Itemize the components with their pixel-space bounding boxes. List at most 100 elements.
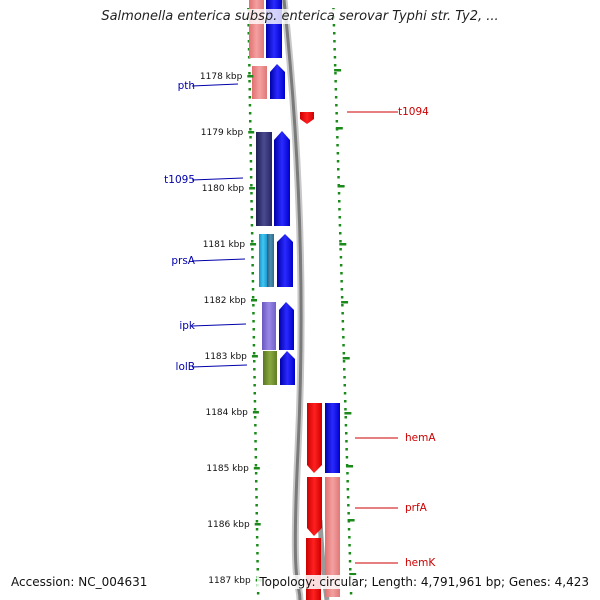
ruler-tick-label: 1185 kbp (206, 464, 249, 474)
ruler-dot (346, 480, 349, 483)
reverse-gene-block[interactable] (306, 538, 321, 600)
gene-marker-t1094[interactable] (300, 112, 314, 124)
genome-summary: Topology: circular; Length: 4,791,961 bp… (257, 575, 591, 589)
gene-block-pth[interactable] (252, 66, 267, 99)
svg-text:pth: pth (178, 80, 195, 92)
gene-block-prsA-b[interactable] (267, 234, 274, 287)
ruler-dot (252, 328, 255, 331)
ruler-dot (348, 544, 351, 547)
ruler-dot (252, 352, 256, 355)
right-gene-label[interactable]: t1094 (347, 106, 429, 118)
ruler-dot (334, 96, 338, 99)
ruler-dot (248, 88, 251, 91)
svg-text:prsA: prsA (171, 255, 195, 267)
ruler-tick-label: 1187 kbp (208, 576, 251, 586)
svg-text:t1095: t1095 (164, 174, 195, 186)
forward-gene-arrow[interactable] (280, 351, 295, 385)
ruler-dot (253, 360, 256, 363)
ruler-dot (250, 216, 254, 219)
ruler-dot (247, 40, 251, 43)
forward-gene-arrow[interactable] (325, 403, 340, 473)
ruler-dot (252, 312, 255, 315)
right-gene-label[interactable]: hemA (355, 432, 436, 444)
ruler-dot (334, 80, 337, 83)
ruler-dot (255, 520, 259, 523)
ruler-dot (342, 352, 346, 355)
right-gene-label[interactable]: hemK (355, 557, 436, 569)
ruler-dot (341, 312, 344, 315)
ruler-dot (250, 208, 253, 211)
right-gene-labels: t1094 hemA prfA hemK (347, 106, 436, 569)
ruler-dot (249, 168, 253, 171)
ruler-dot (248, 64, 251, 67)
ruler-dot (340, 272, 343, 275)
ruler-dot (343, 376, 346, 379)
ruler-dot (252, 320, 255, 323)
ruler-dot (349, 592, 353, 595)
ruler-dot (249, 120, 252, 123)
ruler-dot (340, 280, 343, 283)
ruler-dot (339, 240, 342, 243)
svg-text:ipk: ipk (179, 320, 196, 332)
ruler-tick-label: 1181 kbp (203, 240, 246, 250)
ruler-dot (249, 160, 253, 163)
ruler-dot (252, 344, 256, 347)
forward-gene-arrow[interactable] (277, 234, 293, 287)
ruler-dot (256, 560, 259, 563)
ruler-dot (253, 408, 257, 411)
gene-block-t1095[interactable] (256, 132, 272, 226)
forward-gene-arrow[interactable] (270, 64, 285, 99)
ruler-tick: 1180 kbp (202, 184, 256, 194)
reverse-strand-genes (300, 112, 340, 600)
ruler-dot (254, 424, 257, 427)
ruler-dot (342, 344, 345, 347)
ruler-dot (253, 392, 256, 395)
ruler-dot (250, 224, 254, 227)
genome-title: Salmonella enterica subsp. enterica sero… (0, 9, 600, 24)
gene-block-lolB[interactable] (263, 351, 277, 385)
ruler-tick: 1179 kbp (201, 128, 255, 138)
ruler-dot (345, 432, 348, 435)
ruler-tick: 1182 kbp (204, 296, 257, 306)
ruler-dot (340, 288, 344, 291)
ruler-dot (342, 360, 346, 363)
ruler-dot (333, 64, 337, 67)
gene-block-ipk[interactable] (262, 302, 276, 350)
ruler-dot (254, 464, 258, 467)
forward-gene-arrow[interactable] (274, 131, 290, 226)
ruler-tick-right (341, 301, 349, 304)
left-gene-label[interactable]: lolB (176, 361, 248, 373)
left-gene-label[interactable]: t1095 (164, 174, 244, 186)
left-gene-label[interactable]: ipk (179, 320, 247, 332)
reverse-gene-arrow[interactable] (307, 477, 322, 536)
ruler: 1178 kbp 1179 kbp 1180 kbp 1181 kbp 1182 kbp… (200, 69, 357, 586)
ruler-tick-label: 1186 kbp (207, 520, 250, 530)
ruler-tick: 1184 kbp (205, 408, 259, 418)
ruler-dots (247, 8, 353, 595)
forward-gene-arrow[interactable] (279, 302, 294, 350)
ruler-dot (342, 336, 345, 339)
ruler-dot (253, 368, 256, 371)
ruler-dot (256, 552, 259, 555)
ruler-dot (249, 144, 252, 147)
svg-text:lolB: lolB (176, 361, 195, 373)
ruler-dot (252, 304, 255, 307)
ruler-dot (341, 304, 344, 307)
ruler-dot (337, 168, 340, 171)
ruler-dot (250, 184, 253, 187)
reverse-gene-arrow[interactable] (307, 403, 322, 473)
ruler-dot (256, 568, 259, 571)
ruler-dot (348, 552, 352, 555)
left-gene-label[interactable]: prsA (171, 255, 246, 267)
ruler-dot (347, 528, 351, 531)
right-gene-label[interactable]: prfA (355, 502, 428, 514)
ruler-dot (347, 504, 350, 507)
ruler-dot (248, 80, 251, 83)
left-gene-label[interactable]: pth (178, 80, 239, 92)
gene-block-prsA[interactable] (259, 234, 267, 287)
ruler-dot (251, 272, 254, 275)
ruler-dot (336, 136, 339, 139)
gene-block-hemA-pink[interactable] (325, 477, 340, 597)
ruler-dot (343, 384, 346, 387)
